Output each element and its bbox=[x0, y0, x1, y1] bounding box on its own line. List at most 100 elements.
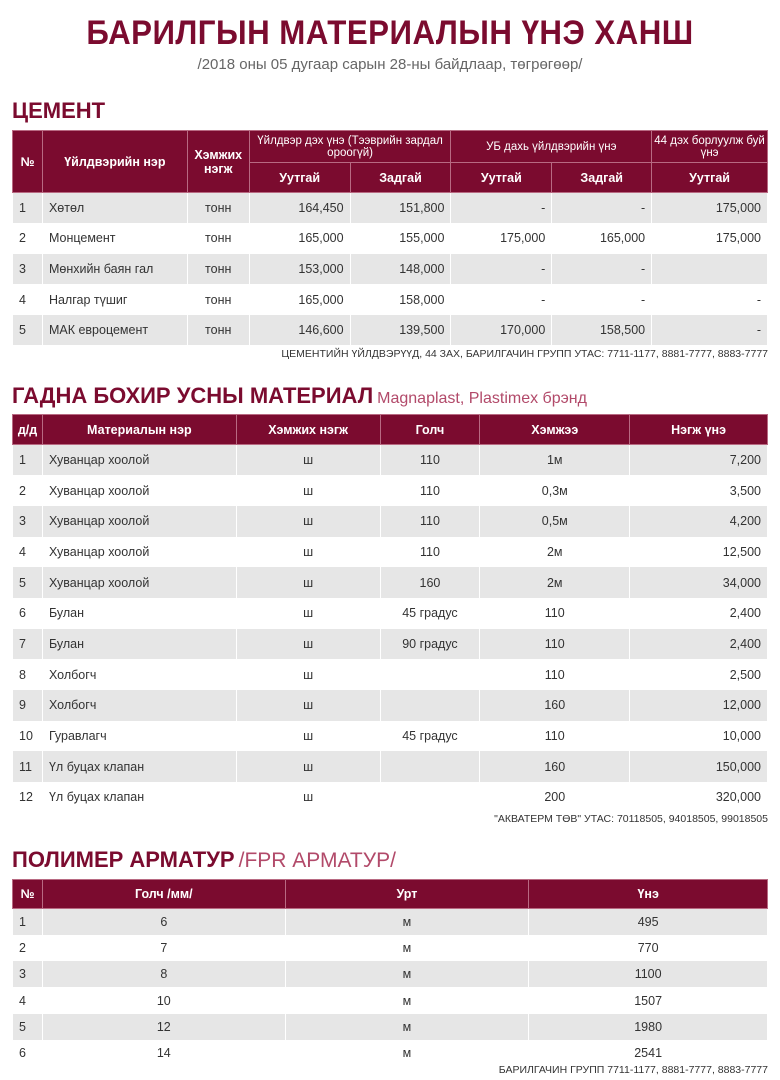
table-cell: м bbox=[284, 1039, 530, 1067]
table-cell: м bbox=[284, 908, 530, 935]
col-no: № bbox=[12, 130, 43, 193]
table-cell: 200 bbox=[479, 782, 631, 813]
table-row: 1 Хуванцар хоолой ш 110 1м 7,200 bbox=[12, 444, 768, 476]
table-cell: 1 bbox=[12, 192, 43, 224]
table-cell: 1 bbox=[12, 444, 43, 476]
table-cell: ш bbox=[235, 690, 381, 721]
table-row: 4 Хуванцар хоолой ш 110 2м 12,500 bbox=[12, 536, 768, 568]
sewer-heading-text: ГАДНА БОХИР УСНЫ МАТЕРИАЛ bbox=[12, 383, 374, 408]
table-cell: 4 bbox=[12, 284, 43, 315]
table-cell: 10,000 bbox=[629, 720, 768, 752]
table-cell: 2 bbox=[12, 934, 43, 962]
table-row: 8 Холбогч ш 110 2,500 bbox=[12, 659, 768, 690]
table-cell: 146,600 bbox=[248, 314, 351, 346]
table-cell: 160 bbox=[479, 751, 631, 783]
table-cell: 2541 bbox=[528, 1039, 768, 1067]
table-cell: 139,500 bbox=[349, 314, 452, 346]
table-cell: - bbox=[551, 192, 653, 224]
table-cell: 12 bbox=[12, 782, 43, 813]
table-row: 3 Хуванцар хоолой ш 110 0,5м 4,200 bbox=[12, 505, 768, 537]
table-cell: 5 bbox=[12, 314, 43, 346]
table-cell: 0,5м bbox=[479, 505, 631, 537]
table-cell: 12 bbox=[41, 1013, 286, 1040]
table-row: 2 7 м 770 bbox=[12, 934, 768, 962]
table-cell: 2м bbox=[479, 536, 631, 568]
table-row: 5 МАК евроцемент тонн 146,600 139,500 170,000… bbox=[12, 314, 768, 346]
table-cell: 770 bbox=[528, 934, 768, 962]
sewer-subheading: Magnaplast, Plastimex брэнд bbox=[377, 390, 587, 407]
col-ub-price: УБ дахь үйлдвэрийн үнэ bbox=[450, 130, 653, 163]
table-cell: 7,200 bbox=[629, 444, 768, 476]
table-cell: Хуванцар хоолой bbox=[41, 444, 237, 476]
table-cell: тонн bbox=[186, 253, 250, 285]
table-row: 6 14 м 2541 bbox=[12, 1039, 768, 1067]
table-cell: 170,000 bbox=[450, 314, 553, 346]
table-cell: 1 bbox=[12, 908, 43, 935]
table-row: 2 Хуванцар хоолой ш 110 0,3м 3,500 bbox=[12, 475, 768, 506]
polymer-note: БАРИЛГАЧИН ГРУПП 7711-1177, 8881-7777, 8… bbox=[498, 1064, 768, 1076]
table-cell: ш bbox=[235, 475, 381, 506]
table-cell: ш bbox=[235, 444, 381, 476]
table-cell: 10 bbox=[41, 987, 286, 1014]
table-cell bbox=[379, 782, 481, 813]
table-cell: 7 bbox=[41, 934, 286, 962]
table-row: 9 Холбогч ш 160 12,000 bbox=[12, 690, 768, 721]
table-cell: 3 bbox=[12, 505, 43, 537]
col-bagged: Уутгай bbox=[248, 162, 351, 193]
table-cell: ш bbox=[235, 782, 381, 813]
table-cell: - bbox=[551, 284, 653, 315]
table-cell bbox=[379, 659, 481, 690]
col-bulk: Задгай bbox=[349, 162, 452, 193]
table-row: 4 Налгар түшиг тонн 165,000 158,000- - - bbox=[12, 284, 768, 315]
table-cell: м bbox=[284, 1013, 530, 1040]
table-row: 7 Булан ш 90 градус 110 2,400 bbox=[12, 628, 768, 660]
table-cell: Булан bbox=[41, 628, 237, 660]
sewer-table: д/д Материалын нэр Хэмжих нэгж Голч Хэмжээ Нэ… bbox=[12, 414, 768, 813]
table-cell: тонн bbox=[186, 223, 250, 254]
col-name: Үйлдвэрийн нэр bbox=[41, 130, 188, 193]
table-cell: 110 bbox=[379, 505, 481, 537]
table-cell bbox=[651, 253, 768, 285]
table-cell: 4 bbox=[12, 987, 43, 1014]
table-cell: Хуванцар хоолой bbox=[41, 536, 237, 568]
table-cell: 34,000 bbox=[629, 567, 768, 598]
table-row: 5 Хуванцар хоолой ш 160 2м 34,000 bbox=[12, 567, 768, 598]
table-cell: 1507 bbox=[528, 987, 768, 1014]
column-header: Урт bbox=[284, 879, 530, 909]
cement-table: № Үйлдвэрийн нэр Хэмжих нэгж Үйлдвэр дэх… bbox=[12, 130, 768, 346]
table-cell: 320,000 bbox=[629, 782, 768, 813]
table-cell: 110 bbox=[479, 628, 631, 660]
table-cell bbox=[379, 751, 481, 783]
table-cell: ш bbox=[235, 505, 381, 537]
table-cell: 1100 bbox=[528, 961, 768, 988]
table-cell: 2 bbox=[12, 475, 43, 506]
table-cell: 165,000 bbox=[551, 223, 653, 254]
column-header: Хэмжээ bbox=[479, 414, 631, 445]
table-cell: 10 bbox=[12, 720, 43, 752]
table-cell: 175,000 bbox=[450, 223, 553, 254]
table-cell: 3 bbox=[12, 253, 43, 285]
table-cell: 4 bbox=[12, 536, 43, 568]
table-cell: 8 bbox=[41, 961, 286, 988]
table-cell: - bbox=[551, 253, 653, 285]
table-cell: 110 bbox=[479, 597, 631, 629]
col-bagged: Уутгай bbox=[450, 162, 553, 193]
table-cell: Холбогч bbox=[41, 659, 237, 690]
table-cell: 1м bbox=[479, 444, 631, 476]
page-title: БАРИЛГЫН МАТЕРИАЛЫН ҮНЭ ХАНШ bbox=[86, 14, 694, 52]
table-cell: 7 bbox=[12, 628, 43, 660]
table-cell: 110 bbox=[479, 720, 631, 752]
table-cell: 165,000 bbox=[248, 223, 351, 254]
table-cell: ш bbox=[235, 659, 381, 690]
table-row: 10 Гуравлагч ш 45 градус 110 10,000 bbox=[12, 720, 768, 752]
table-cell: Мөнхийн баян гал bbox=[41, 253, 188, 285]
table-cell: 155,000 bbox=[349, 223, 452, 254]
table-cell: 6 bbox=[12, 597, 43, 629]
table-cell: 90 градус bbox=[379, 628, 481, 660]
column-header: Хэмжих нэгж bbox=[235, 414, 381, 445]
table-cell: - bbox=[450, 284, 553, 315]
table-cell: 175,000 bbox=[651, 223, 768, 254]
page-subtitle: /2018 оны 05 дугаар сарын 28-ны байдлаар… bbox=[197, 56, 583, 73]
table-cell bbox=[379, 690, 481, 721]
table-cell: Налгар түшиг bbox=[41, 284, 188, 315]
